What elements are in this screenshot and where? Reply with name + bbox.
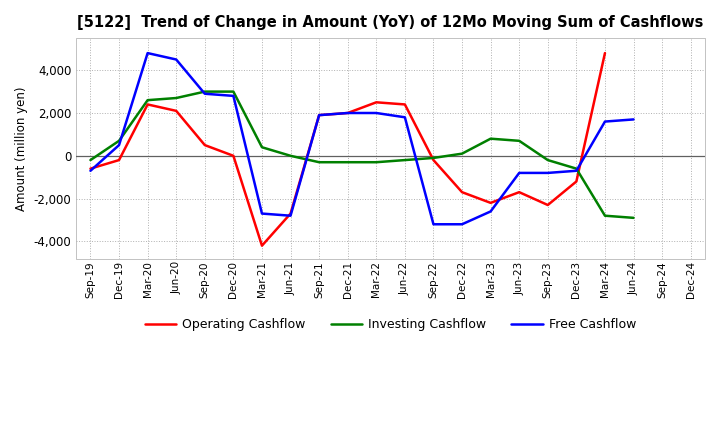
Operating Cashflow [287,211,295,216]
Free Cashflow [600,119,609,124]
Free Cashflow [172,57,181,62]
Line: Investing Cashflow: Investing Cashflow [91,92,634,218]
Free Cashflow [86,168,95,173]
Free Cashflow [486,209,495,214]
Investing Cashflow [515,138,523,143]
Operating Cashflow [429,158,438,163]
Operating Cashflow [372,100,381,105]
Operating Cashflow [486,200,495,205]
Investing Cashflow [629,215,638,220]
Y-axis label: Amount (million yen): Amount (million yen) [15,86,28,211]
Operating Cashflow [600,51,609,56]
Operating Cashflow [114,158,123,163]
Operating Cashflow [315,113,323,118]
Investing Cashflow [458,151,467,156]
Investing Cashflow [544,158,552,163]
Investing Cashflow [172,95,181,101]
Free Cashflow [114,143,123,148]
Investing Cashflow [114,138,123,143]
Title: [5122]  Trend of Change in Amount (YoY) of 12Mo Moving Sum of Cashflows: [5122] Trend of Change in Amount (YoY) o… [77,15,703,30]
Operating Cashflow [172,108,181,114]
Investing Cashflow [86,158,95,163]
Operating Cashflow [143,102,152,107]
Operating Cashflow [200,143,209,148]
Free Cashflow [258,211,266,216]
Investing Cashflow [258,145,266,150]
Free Cashflow [343,110,352,116]
Operating Cashflow [515,190,523,195]
Investing Cashflow [287,153,295,158]
Free Cashflow [287,213,295,218]
Operating Cashflow [458,190,467,195]
Investing Cashflow [572,166,581,171]
Free Cashflow [315,113,323,118]
Free Cashflow [458,222,467,227]
Investing Cashflow [486,136,495,141]
Operating Cashflow [572,179,581,184]
Investing Cashflow [343,160,352,165]
Investing Cashflow [600,213,609,218]
Free Cashflow [544,170,552,176]
Free Cashflow [572,168,581,173]
Investing Cashflow [429,155,438,161]
Operating Cashflow [86,166,95,171]
Free Cashflow [200,91,209,96]
Operating Cashflow [544,202,552,208]
Operating Cashflow [343,110,352,116]
Free Cashflow [629,117,638,122]
Operating Cashflow [229,153,238,158]
Line: Operating Cashflow: Operating Cashflow [91,53,605,246]
Investing Cashflow [229,89,238,94]
Legend: Operating Cashflow, Investing Cashflow, Free Cashflow: Operating Cashflow, Investing Cashflow, … [140,313,642,336]
Free Cashflow [229,93,238,99]
Free Cashflow [515,170,523,176]
Free Cashflow [372,110,381,116]
Operating Cashflow [258,243,266,248]
Investing Cashflow [200,89,209,94]
Investing Cashflow [372,160,381,165]
Operating Cashflow [400,102,409,107]
Free Cashflow [429,222,438,227]
Free Cashflow [400,115,409,120]
Free Cashflow [143,51,152,56]
Investing Cashflow [143,98,152,103]
Investing Cashflow [315,160,323,165]
Investing Cashflow [400,158,409,163]
Line: Free Cashflow: Free Cashflow [91,53,634,224]
